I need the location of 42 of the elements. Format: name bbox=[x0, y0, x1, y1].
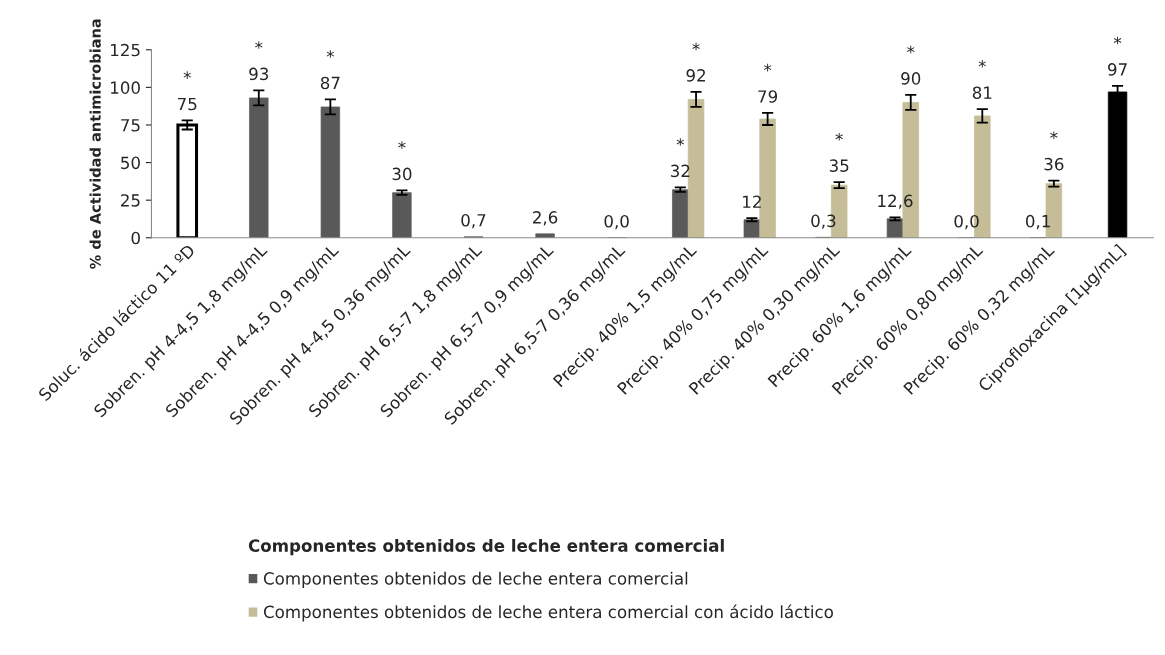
annotation: * bbox=[676, 138, 684, 146]
data-label: 0,1 bbox=[1025, 214, 1050, 230]
legend-title: Componentes obtenidos de leche entera comercial bbox=[248, 539, 724, 556]
data-label: 97 bbox=[1108, 63, 1127, 76]
data-label: 12 bbox=[743, 195, 761, 208]
data-label: 79 bbox=[758, 90, 778, 103]
annotation: * bbox=[1113, 36, 1122, 45]
data-label: 81 bbox=[972, 86, 992, 100]
data-label: 90 bbox=[901, 72, 921, 85]
y-tick-label: 50 bbox=[121, 156, 140, 170]
legend-label: Componentes obtenidos de leche entera comercial con ácido láctico bbox=[263, 604, 833, 622]
data-label: 87 bbox=[320, 76, 340, 90]
y-tick-label: 125 bbox=[111, 43, 140, 57]
data-label: 0,3 bbox=[811, 214, 836, 229]
data-label: 36 bbox=[1044, 157, 1064, 171]
y-tick-label: 75 bbox=[121, 119, 140, 132]
data-label: 12,6 bbox=[878, 194, 913, 209]
data-label: 32 bbox=[670, 164, 690, 178]
annotation: * bbox=[978, 60, 986, 68]
data-label: 0,7 bbox=[461, 213, 486, 229]
data-label: 2,6 bbox=[533, 211, 558, 226]
data-label: 35 bbox=[829, 159, 849, 172]
data-label: 0,0 bbox=[954, 214, 979, 230]
data-label: 30 bbox=[392, 167, 412, 181]
y-tick-label: 25 bbox=[121, 194, 140, 207]
annotation: * bbox=[835, 132, 843, 141]
y-tick-label: 100 bbox=[111, 81, 140, 94]
data-label: 75 bbox=[178, 97, 197, 111]
annotation: * bbox=[1050, 131, 1058, 140]
annotation: * bbox=[763, 63, 772, 72]
annotation: * bbox=[255, 41, 263, 49]
annotation: * bbox=[692, 42, 700, 51]
annotation: * bbox=[398, 141, 406, 149]
data-label: 92 bbox=[686, 69, 705, 82]
annotation: * bbox=[907, 45, 915, 54]
annotation: * bbox=[326, 50, 335, 58]
legend-label: Componentes obtenidos de leche entera comercial bbox=[263, 571, 688, 588]
y-axis-title: % de Actividad antimicrobiana bbox=[89, 19, 101, 269]
y-tick-label: 0 bbox=[131, 231, 140, 245]
data-label: 93 bbox=[249, 67, 269, 81]
annotation: * bbox=[183, 71, 191, 79]
data-label: 0,0 bbox=[604, 214, 629, 230]
